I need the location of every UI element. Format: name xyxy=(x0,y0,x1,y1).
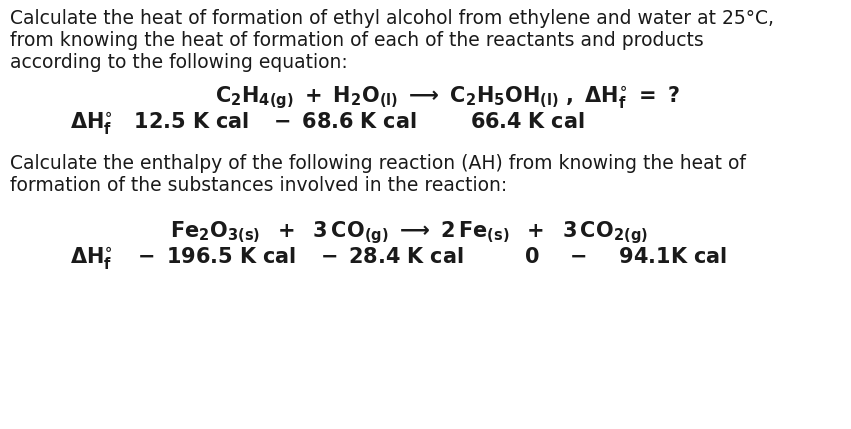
Text: $\mathbf{\Delta H_f^{\circ}}$$\mathbf{\ \ \ -\ 196.5\ K\ cal\ \ \ -\ 28.4\ K\ ca: $\mathbf{\Delta H_f^{\circ}}$$\mathbf{\ … xyxy=(70,245,727,271)
Text: Calculate the heat of formation of ethyl alcohol from ethylene and water at 25°C: Calculate the heat of formation of ethyl… xyxy=(10,9,774,28)
Text: $\mathbf{C_2H_{4(g)}}$$\mathbf{\ +\ H_2O_{(l)}}$$\ \mathbf{\longrightarrow}\ $$\: $\mathbf{C_2H_{4(g)}}$$\mathbf{\ +\ H_2O… xyxy=(215,84,680,111)
Text: Calculate the enthalpy of the following reaction (AH) from knowing the heat of: Calculate the enthalpy of the following … xyxy=(10,154,745,173)
Text: from knowing the heat of formation of each of the reactants and products: from knowing the heat of formation of ea… xyxy=(10,31,704,50)
Text: according to the following equation:: according to the following equation: xyxy=(10,53,348,72)
Text: $\mathbf{\Delta H_f^{\circ}}$$\mathbf{\ \ \ 12.5\ K\ cal\ \ \ -\ 68.6\ K\ cal}$$: $\mathbf{\Delta H_f^{\circ}}$$\mathbf{\ … xyxy=(70,110,585,136)
Text: $\mathbf{Fe_2O_{3(s)}}$$\mathbf{\ \ +\ \ 3\,CO_{(g)}}$$\ \mathbf{\longrightarrow: $\mathbf{Fe_2O_{3(s)}}$$\mathbf{\ \ +\ \… xyxy=(170,219,648,246)
Text: formation of the substances involved in the reaction:: formation of the substances involved in … xyxy=(10,176,507,195)
